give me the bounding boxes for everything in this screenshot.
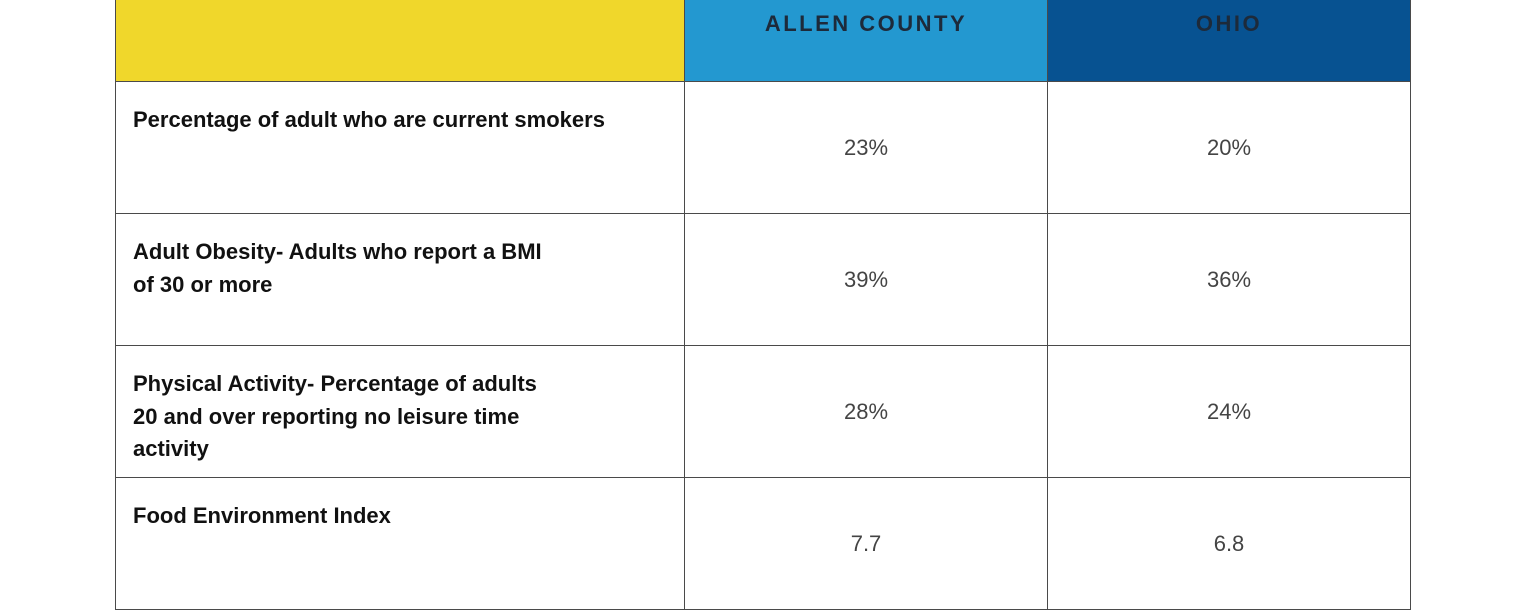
header-cell: ALLEN COUNTY: [684, 0, 1048, 82]
label-line: Food Environment Index: [133, 503, 391, 528]
value-cell: 36%: [1047, 213, 1411, 346]
row-label: Adult Obesity- Adults who report a BMI of…: [115, 213, 685, 346]
label-line: Adult Obesity- Adults who report a BMI: [133, 239, 542, 264]
table-row: Adult Obesity- Adults who report a BMI of…: [115, 213, 1411, 346]
header-cell: OHIO: [1047, 0, 1411, 82]
table-row: Percentage of adult who are current smok…: [115, 81, 1411, 214]
header-row: ALLEN COUNTY OHIO: [115, 0, 1411, 82]
row-label: Food Environment Index: [115, 477, 685, 610]
value-cell: 20%: [1047, 81, 1411, 214]
value-cell: 6.8: [1047, 477, 1411, 610]
value-cell: 7.7: [684, 477, 1048, 610]
header-cell: [115, 0, 685, 82]
table-row: Food Environment Index 7.7 6.8: [115, 477, 1411, 610]
row-label: Percentage of adult who are current smok…: [115, 81, 685, 214]
table-row: Physical Activity- Percentage of adults 2…: [115, 345, 1411, 478]
value-cell: 28%: [684, 345, 1048, 478]
value-cell: 39%: [684, 213, 1048, 346]
label-line: of 30 or more: [133, 271, 273, 297]
label-line: Physical Activity- Percentage of adults: [133, 371, 537, 396]
page: ALLEN COUNTY OHIO Percentage of adult wh…: [115, 0, 1411, 610]
label-line: activity: [133, 436, 209, 461]
label-line: Percentage of adult who are current smok…: [133, 107, 605, 132]
row-label: Physical Activity- Percentage of adults 2…: [115, 345, 685, 478]
label-line: 20 and over reporting no leisure time: [133, 403, 520, 429]
data-table: ALLEN COUNTY OHIO Percentage of adult wh…: [115, 0, 1411, 610]
value-cell: 24%: [1047, 345, 1411, 478]
value-cell: 23%: [684, 81, 1048, 214]
